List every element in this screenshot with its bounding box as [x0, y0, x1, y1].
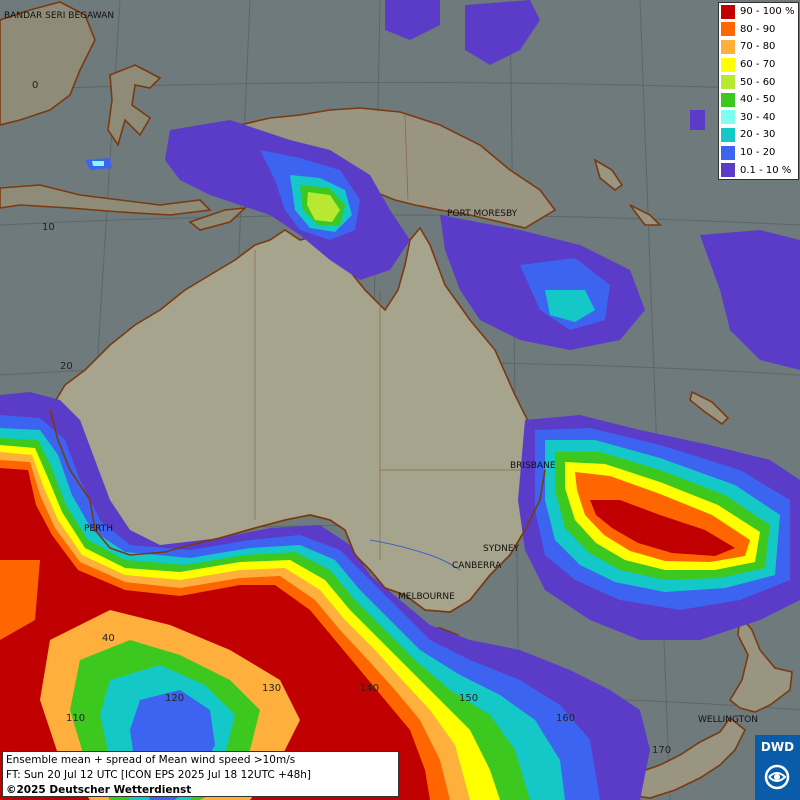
lon-label-140: 140	[360, 683, 379, 694]
legend-swatch	[721, 110, 735, 125]
legend-item: 70 - 80	[719, 38, 798, 56]
legend-item: 30 - 40	[719, 109, 798, 127]
tasman-shading	[518, 415, 800, 640]
legend-item: 60 - 70	[719, 56, 798, 74]
city-canberra: CANBERRA	[452, 561, 502, 571]
info-copyright: ©2025 Deutscher Wetterdienst	[6, 784, 192, 796]
legend-label: 30 - 40	[740, 111, 776, 123]
dwd-swirl-icon	[764, 764, 790, 790]
legend-item: 20 - 30	[719, 126, 798, 144]
legend-swatch	[721, 57, 735, 72]
info-title: Ensemble mean + spread of Mean wind spee…	[6, 754, 296, 766]
solomon-islands	[593, 158, 662, 226]
lon-label-110: 110	[66, 713, 85, 724]
new-zealand-north	[728, 612, 793, 713]
legend-item: 80 - 90	[719, 21, 798, 39]
legend-swatch	[721, 4, 735, 19]
legend-label: 40 - 50	[740, 94, 776, 106]
legend-swatch	[721, 163, 735, 178]
legend-item: 50 - 60	[719, 73, 798, 91]
lat-label-0: 0	[32, 80, 38, 91]
legend: 90 - 100 % 80 - 90 70 - 80 60 - 70 50 - 60 40…	[718, 2, 799, 180]
latitude-labels: 0 10 20	[32, 80, 73, 372]
legend-item: 0.1 - 10 %	[719, 161, 798, 179]
legend-label: 70 - 80	[740, 41, 776, 53]
city-bandar-seri-begawan: BANDAR SERI BEGAWAN	[4, 11, 114, 21]
lon-label-120: 120	[165, 693, 184, 704]
legend-swatch	[721, 75, 735, 90]
city-wellington: WELLINGTON	[698, 715, 758, 725]
dwd-logo-text: DWD	[760, 740, 795, 754]
city-melbourne: MELBOURNE	[398, 592, 455, 602]
city-port-moresby: PORT MORESBY	[447, 209, 518, 219]
lat-label-20: 20	[60, 361, 73, 372]
dwd-logo: DWD	[755, 735, 800, 800]
sulawesi	[107, 64, 162, 147]
legend-swatch	[721, 145, 735, 160]
info-box: Ensemble mean + spread of Mean wind spee…	[2, 751, 399, 797]
legend-item: 10 - 20	[719, 144, 798, 162]
legend-swatch	[721, 39, 735, 54]
legend-swatch	[721, 127, 735, 142]
lon-label-160: 160	[556, 713, 575, 724]
legend-item: 90 - 100 %	[719, 3, 798, 21]
australia-south-coast	[49, 409, 546, 613]
legend-label: 10 - 20	[740, 147, 776, 159]
borders	[254, 114, 540, 560]
lon-label-40: 40	[102, 633, 115, 644]
city-markers: BANDAR SERI BEGAWAN PORT MORESBY BRISBAN…	[4, 11, 758, 725]
probability-shading	[85, 0, 800, 370]
longitude-labels: 40 110 120 130 140 150 160 170	[66, 633, 671, 756]
city-perth: PERTH	[84, 524, 113, 534]
legend-swatch	[721, 92, 735, 107]
java-sunda	[0, 184, 212, 216]
lon-label-130: 130	[262, 683, 281, 694]
lon-label-170: 170	[652, 745, 671, 756]
lat-label-10: 10	[42, 222, 55, 233]
new-caledonia	[689, 390, 730, 426]
timor	[188, 206, 248, 231]
legend-label: 90 - 100 %	[740, 6, 795, 18]
city-sydney: SYDNEY	[483, 544, 520, 554]
city-brisbane: BRISBANE	[510, 461, 556, 471]
lon-label-150: 150	[459, 693, 478, 704]
legend-label: 0.1 - 10 %	[740, 164, 792, 176]
murray-river	[369, 539, 461, 571]
legend-label: 20 - 30	[740, 129, 776, 141]
legend-label: 80 - 90	[740, 23, 776, 35]
info-forecast-time: FT: Sun 20 Jul 12 UTC [ICON EPS 2025 Jul…	[6, 769, 311, 781]
borneo	[0, 1, 96, 126]
legend-item: 40 - 50	[719, 91, 798, 109]
legend-label: 50 - 60	[740, 76, 776, 88]
legend-swatch	[721, 22, 735, 37]
legend-label: 60 - 70	[740, 59, 776, 71]
